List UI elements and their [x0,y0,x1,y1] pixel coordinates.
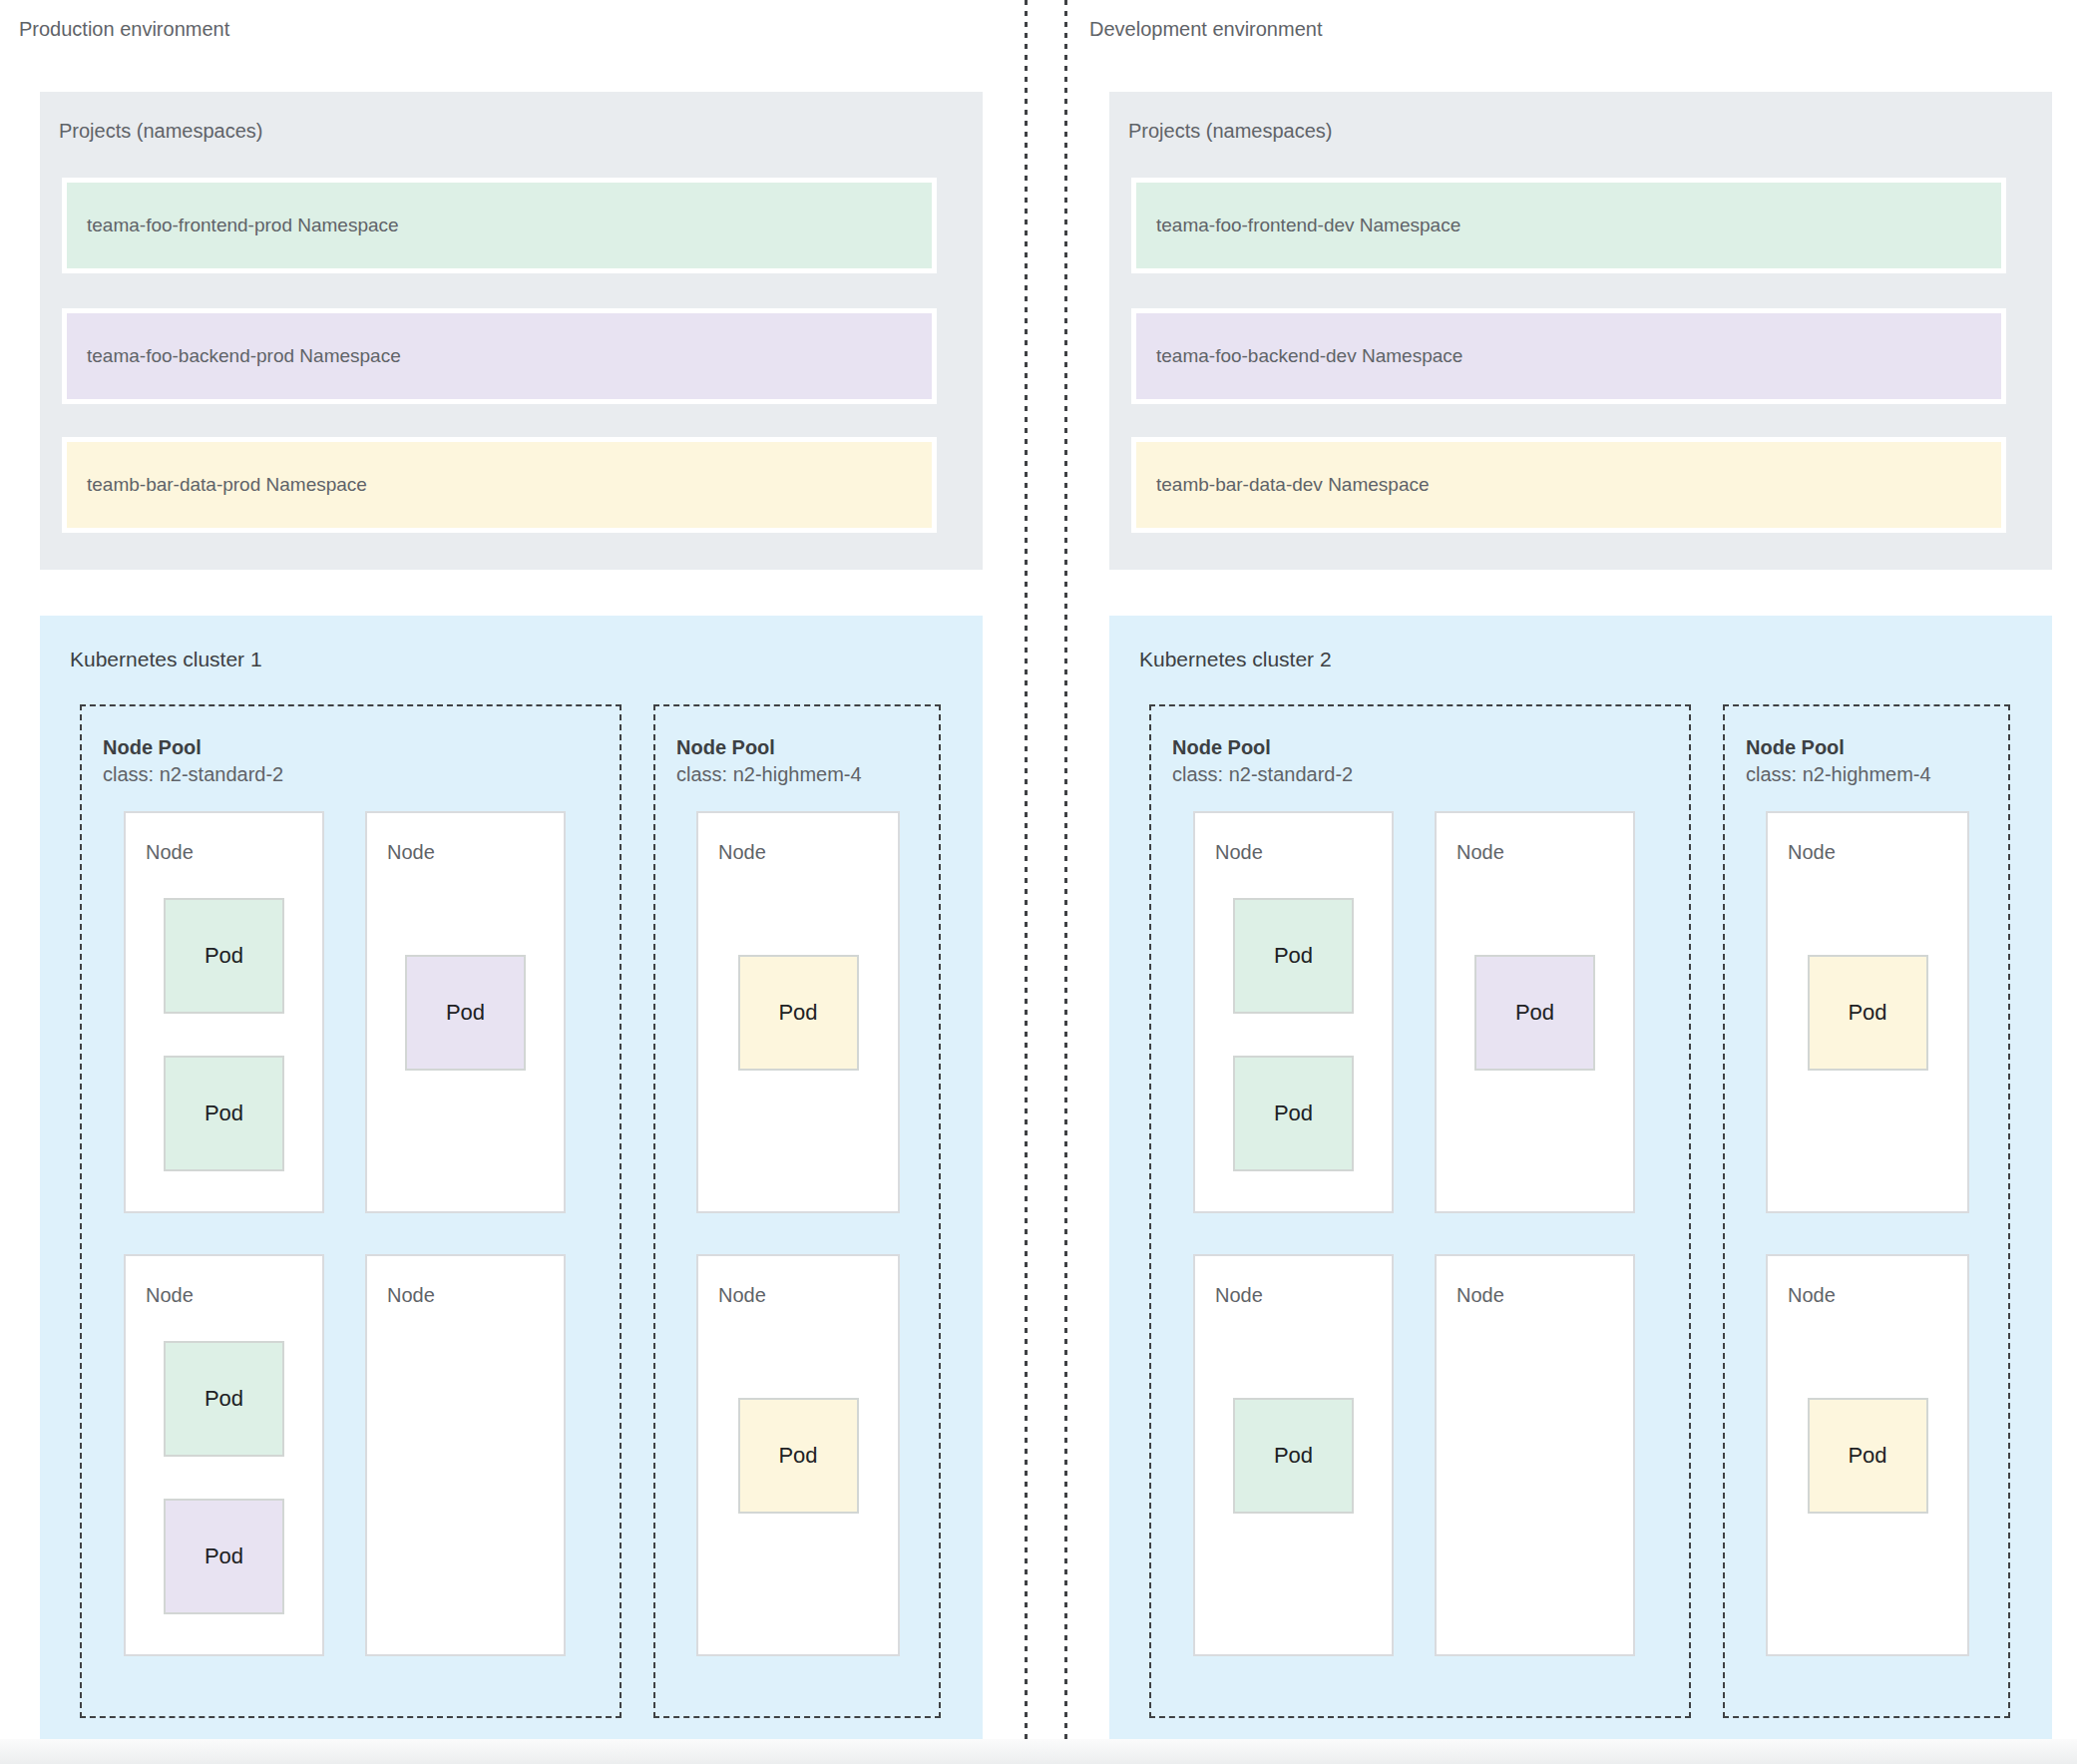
pod: Pod [1808,1398,1928,1514]
environment-divider-line [1064,0,1067,1764]
pod: Pod [1233,1398,1354,1514]
namespace-label: teama-foo-frontend-prod Namespace [87,215,399,236]
node: Pod Node [365,811,566,1213]
node: Pod Node [1766,811,1969,1213]
node-pool-name: Node Pool [1172,734,1353,761]
node: Pod Node [1193,1254,1394,1656]
node: Pod Node [1766,1254,1969,1656]
node-label: Node [718,1284,766,1307]
pod: Pod [1233,1056,1354,1171]
namespace-teamb-bar-data-prod: teamb-bar-data-prod Namespace [62,437,937,533]
namespace-teama-foo-frontend-dev: teama-foo-frontend-dev Namespace [1131,178,2006,273]
namespace-label: teama-foo-backend-prod Namespace [87,345,401,367]
node-label: Node [387,1284,435,1307]
namespace-teama-foo-backend-prod: teama-foo-backend-prod Namespace [62,308,937,404]
node: Pod Node [696,811,900,1213]
node: Pod Node [1435,811,1635,1213]
node-label: Node [387,841,435,864]
node-label: Node [1215,1284,1263,1307]
node-pool-name: Node Pool [1746,734,1931,761]
node-label: Node [146,841,194,864]
node: Pod Pod Node [1193,811,1394,1213]
kubernetes-cluster-2-panel: Kubernetes cluster 2 Node Pool class: n2… [1109,616,2052,1740]
node-label: Node [718,841,766,864]
node-pool-label: Node Pool class: n2-highmem-4 [1746,734,1931,788]
pod: Pod [1233,898,1354,1014]
node: Node [365,1254,566,1656]
pod: Pod [164,898,284,1014]
pod: Pod [738,955,859,1071]
node-pool-standard: Node Pool class: n2-standard-2 Pod Pod N… [1149,704,1691,1718]
production-projects-panel: Projects (namespaces) teama-foo-frontend… [40,92,983,570]
node-label: Node [1456,1284,1504,1307]
node-pool-class: class: n2-highmem-4 [1746,761,1931,788]
pod: Pod [405,955,526,1071]
node: Pod Pod Node [124,811,324,1213]
environment-divider-line [1025,0,1028,1764]
pod: Pod [164,1056,284,1171]
projects-namespaces-label: Projects (namespaces) [1128,120,1333,143]
node-pool-label: Node Pool class: n2-standard-2 [1172,734,1353,788]
node-pool-standard: Node Pool class: n2-standard-2 Pod Pod N… [80,704,622,1718]
node-pool-name: Node Pool [676,734,862,761]
namespace-label: teama-foo-frontend-dev Namespace [1156,215,1460,236]
namespace-teama-foo-frontend-prod: teama-foo-frontend-prod Namespace [62,178,937,273]
canvas-bottom-strip [0,1739,2077,1764]
node-pool-class: class: n2-standard-2 [103,761,283,788]
development-projects-panel: Projects (namespaces) teama-foo-frontend… [1109,92,2052,570]
pod: Pod [1474,955,1595,1071]
node: Node [1435,1254,1635,1656]
node-label: Node [1788,1284,1836,1307]
node-pool-label: Node Pool class: n2-highmem-4 [676,734,862,788]
pod: Pod [1808,955,1928,1071]
namespace-label: teamb-bar-data-prod Namespace [87,474,367,496]
namespace-label: teama-foo-backend-dev Namespace [1156,345,1462,367]
namespace-teama-foo-backend-dev: teama-foo-backend-dev Namespace [1131,308,2006,404]
pod: Pod [164,1499,284,1614]
node: Pod Node [696,1254,900,1656]
namespace-teamb-bar-data-dev: teamb-bar-data-dev Namespace [1131,437,2006,533]
pod: Pod [164,1341,284,1457]
node-label: Node [1215,841,1263,864]
projects-namespaces-label: Projects (namespaces) [59,120,263,143]
namespace-label: teamb-bar-data-dev Namespace [1156,474,1430,496]
kubernetes-cluster-1-panel: Kubernetes cluster 1 Node Pool class: n2… [40,616,983,1740]
cluster-title: Kubernetes cluster 1 [70,648,262,671]
node-pool-highmem: Node Pool class: n2-highmem-4 Pod Node P… [1723,704,2010,1718]
node-pool-class: class: n2-standard-2 [1172,761,1353,788]
cluster-title: Kubernetes cluster 2 [1139,648,1332,671]
node-label: Node [1788,841,1836,864]
development-environment-title: Development environment [1089,18,1322,41]
node-label: Node [1456,841,1504,864]
node: Pod Pod Node [124,1254,324,1656]
node-pool-name: Node Pool [103,734,283,761]
node-pool-highmem: Node Pool class: n2-highmem-4 Pod Node P… [653,704,941,1718]
pod: Pod [738,1398,859,1514]
node-label: Node [146,1284,194,1307]
production-environment-title: Production environment [19,18,229,41]
node-pool-label: Node Pool class: n2-standard-2 [103,734,283,788]
node-pool-class: class: n2-highmem-4 [676,761,862,788]
